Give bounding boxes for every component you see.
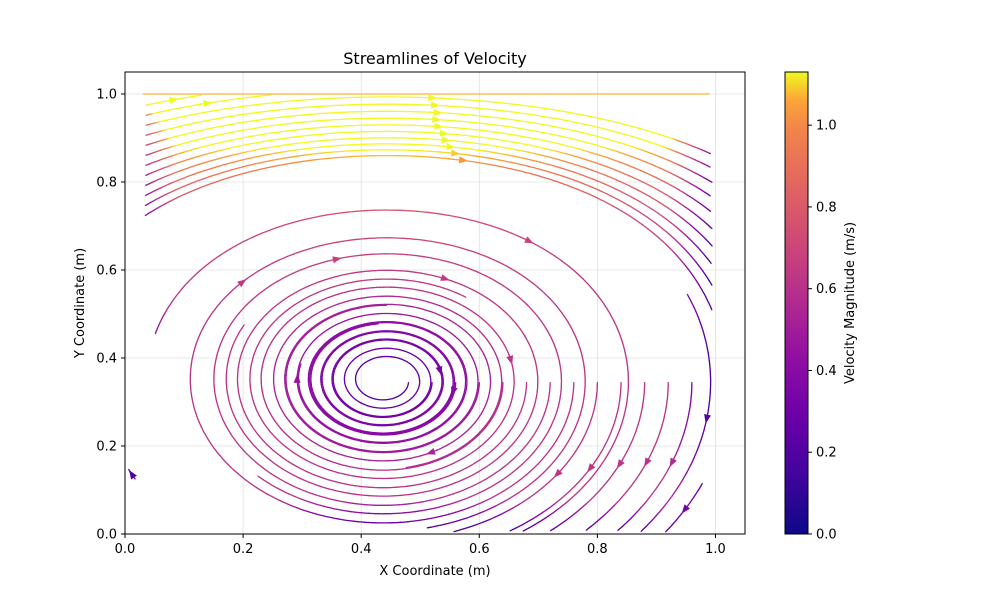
streamline-segment xyxy=(708,225,713,230)
streamline-segment xyxy=(617,527,621,532)
streamline-segment xyxy=(706,193,711,197)
streamline-segment xyxy=(709,282,713,286)
streamline-segment xyxy=(241,324,245,329)
streamline-segment xyxy=(710,306,713,311)
streamline-segment xyxy=(709,243,713,247)
streamline-segment xyxy=(550,528,555,532)
streamline-segment xyxy=(257,475,262,479)
streamline-segment xyxy=(405,466,411,469)
streamline-segment xyxy=(462,295,467,298)
streamline-segment xyxy=(426,526,432,529)
grid-lines xyxy=(124,72,745,535)
streamline-segment xyxy=(708,260,712,264)
streamline-segment xyxy=(509,528,514,532)
streamline-segment xyxy=(453,530,458,533)
streamline-segment xyxy=(585,527,590,531)
streamline-segment xyxy=(299,363,302,368)
streamlines xyxy=(128,93,713,533)
streamline-segment xyxy=(707,208,712,212)
